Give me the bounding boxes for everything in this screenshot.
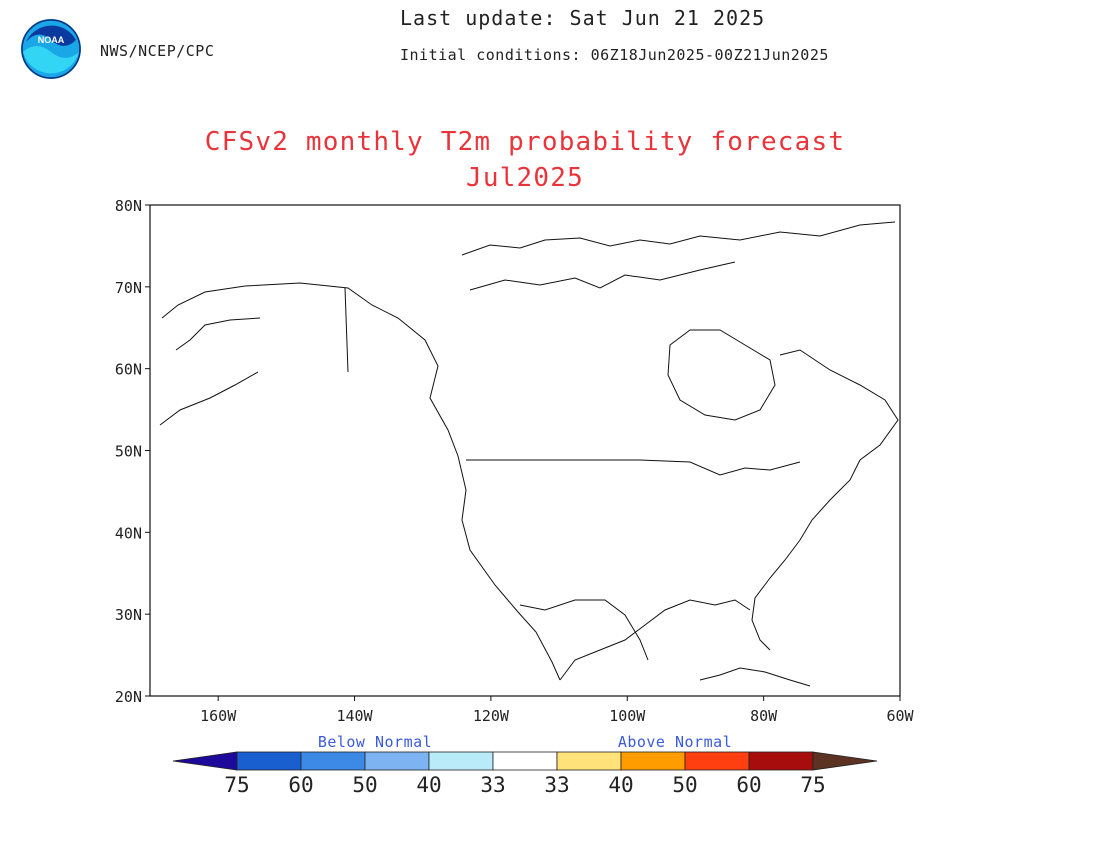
legend-number: 60	[288, 773, 313, 797]
legend-swatch	[428, 751, 494, 771]
legend-number: 33	[544, 773, 569, 797]
legend-number: 40	[608, 773, 633, 797]
legend-swatch-below-75	[172, 751, 238, 771]
legend-swatch	[748, 751, 814, 771]
title-line-1: CFSv2 monthly T2m probability forecast	[204, 127, 846, 157]
legend-swatch-above-75	[812, 751, 878, 771]
legend-number: 75	[800, 773, 825, 797]
noaa-logo: NOAA	[20, 18, 82, 80]
lat-tick-label: 70N	[115, 279, 142, 297]
legend-above-normal-label: Above Normal	[618, 733, 732, 751]
legend-number: 50	[672, 773, 697, 797]
legend-swatch	[556, 751, 622, 771]
legend-number: 75	[224, 773, 249, 797]
lon-tick-label: 120W	[473, 707, 510, 725]
legend-swatch	[684, 751, 750, 771]
longitude-axis: 160W 140W 120W 100W 80W 60W	[200, 696, 915, 725]
legend-below-normal-label: Below Normal	[318, 733, 432, 751]
logo-lettering: NOAA	[38, 35, 65, 45]
map-land-outline	[159, 221, 899, 687]
lat-tick-label: 20N	[115, 688, 142, 706]
lat-tick-label: 80N	[115, 197, 142, 215]
latitude-axis: 80N 70N 60N 50N 40N 30N 20N	[115, 197, 150, 706]
lat-tick-label: 30N	[115, 606, 142, 624]
legend-swatch	[620, 751, 686, 771]
lon-tick-label: 80W	[750, 707, 778, 725]
lon-tick-label: 160W	[200, 707, 237, 725]
initial-conditions-text: Initial conditions: 06Z18Jun2025-00Z21Ju…	[400, 46, 829, 64]
title-line-2: Jul2025	[466, 163, 584, 193]
legend-number: 50	[352, 773, 377, 797]
map-frame	[149, 204, 901, 697]
agency-label: NWS/NCEP/CPC	[100, 42, 215, 60]
lon-tick-label: 140W	[336, 707, 373, 725]
lon-tick-label: 60W	[886, 707, 914, 725]
lat-tick-label: 50N	[115, 443, 142, 461]
last-update-text: Last update: Sat Jun 21 2025	[400, 6, 766, 30]
legend-number: 40	[416, 773, 441, 797]
legend-swatch	[492, 751, 558, 771]
legend-swatch	[300, 751, 366, 771]
lat-tick-label: 40N	[115, 524, 142, 542]
probability-legend: Below Normal Above Normal 75 60 50 40 33 33 40…	[172, 733, 878, 797]
legend-swatch	[364, 751, 430, 771]
legend-number: 60	[736, 773, 761, 797]
chart-title: CFSv2 monthly T2m probability forecast J…	[150, 124, 900, 196]
legend-number: 33	[480, 773, 505, 797]
lon-tick-label: 100W	[609, 707, 646, 725]
lat-tick-label: 60N	[115, 361, 142, 379]
legend-swatch	[236, 751, 302, 771]
